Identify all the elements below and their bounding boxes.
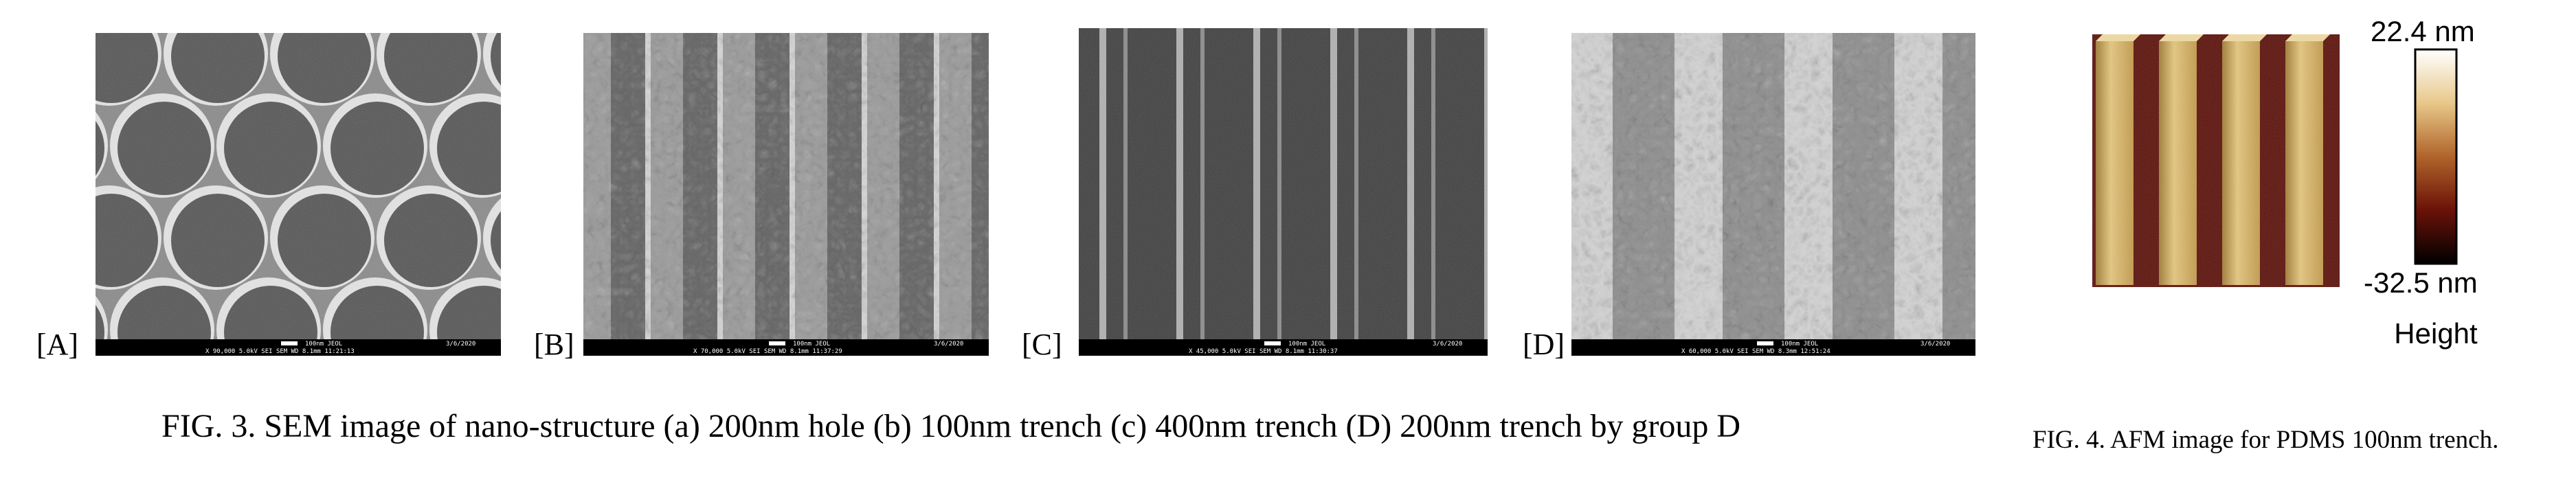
scale-text: 100nm JEOL (1288, 341, 1325, 348)
sem-image: 100nm JEOL 3/6/2020 X 45,000 5.0kV SEI SEM… (1079, 28, 1512, 356)
sem-panels: 100nm JEOL 3/6/2020 X 90,000 5.0kV SEI SEM… (0, 0, 1975, 474)
info-text: X 90,000 5.0kV SEI SEM WD 8.1mm 11:21:13 (205, 348, 355, 355)
info-text: X 70,000 5.0kV SEI SEM WD 8.1mm 11:37:29 (693, 348, 842, 355)
colorbar-max: 22.4 nm (2371, 15, 2475, 47)
scale-text: 100nm JEOL (305, 341, 342, 348)
hole (0, 378, 52, 471)
hole-rim (0, 185, 55, 290)
sem-image: 100nm JEOL 3/6/2020 X 90,000 5.0kV SEI SEM… (0, 0, 747, 474)
colorbar-min: -32.5 nm (2364, 266, 2478, 299)
colorbar-label: Height (2394, 317, 2478, 350)
hole (11, 0, 104, 11)
hole (117, 0, 211, 11)
hole-rim (429, 0, 534, 14)
hole-rim (536, 0, 640, 14)
trench-edge (1508, 28, 1512, 356)
sem-image: 100nm JEOL 3/6/2020 X 60,000 5.0kV SEI SEM… (1571, 33, 1975, 356)
scale-bar (281, 341, 298, 345)
hole-rim (323, 0, 427, 14)
scale-bar (769, 341, 785, 345)
scale-text: 100nm JEOL (793, 341, 830, 348)
date-text: 3/6/2020 (1920, 341, 1950, 348)
date-text: 3/6/2020 (1433, 341, 1462, 348)
trench-edge (1006, 33, 1011, 356)
panel-label: [C] (1022, 328, 1062, 361)
panel-label: [D] (1523, 328, 1565, 361)
panel-label: [A] (36, 328, 78, 361)
sem-image: 100nm JEOL 3/6/2020 X 70,000 5.0kV SEI SEM… (583, 33, 1011, 356)
date-text: 3/6/2020 (446, 341, 475, 348)
hole-rim (642, 0, 747, 14)
hole-rim (110, 0, 214, 14)
noise (583, 33, 989, 356)
info-text: X 45,000 5.0kV SEI SEM WD 8.1mm 11:30:37 (1189, 348, 1338, 355)
hole (491, 211, 501, 270)
scale-bar (1264, 341, 1281, 345)
info-bar (1079, 339, 1488, 356)
hole (650, 0, 743, 11)
fig4-caption: FIG. 4. AFM image for PDMS 100nm trench. (2032, 426, 2498, 454)
hole (0, 10, 52, 103)
noise (96, 33, 501, 356)
scale-text: 100nm JEOL (1781, 341, 1818, 348)
hole (437, 0, 530, 11)
info-bar (583, 339, 989, 356)
panel-label: [B] (534, 328, 574, 361)
scale-bar (1757, 341, 1773, 345)
afm-texture (2092, 34, 2340, 287)
hole-rim (57, 369, 161, 474)
hole (96, 121, 104, 176)
date-text: 3/6/2020 (934, 341, 963, 348)
hole-rim (216, 0, 321, 14)
noise (1571, 33, 1975, 356)
hole-rim (96, 111, 108, 180)
hole-rim (0, 369, 55, 474)
info-bar (96, 339, 501, 356)
hole (544, 0, 637, 11)
fig3-caption: FIG. 3. SEM image of nano-structure (a) … (161, 408, 1740, 444)
noise (1079, 28, 1488, 356)
hole (0, 194, 52, 287)
hole (224, 0, 317, 11)
hole-rim (0, 1, 55, 106)
info-text: X 60,000 5.0kV SEI SEM WD 8.3mm 12:51:24 (1681, 348, 1830, 355)
hole (65, 378, 158, 471)
hole (331, 0, 424, 11)
hole-rim (3, 0, 108, 14)
colorbar (2414, 48, 2458, 265)
hole (491, 33, 501, 86)
afm-figure: 22.4 nm -32.5 nm Height (2092, 15, 2478, 350)
